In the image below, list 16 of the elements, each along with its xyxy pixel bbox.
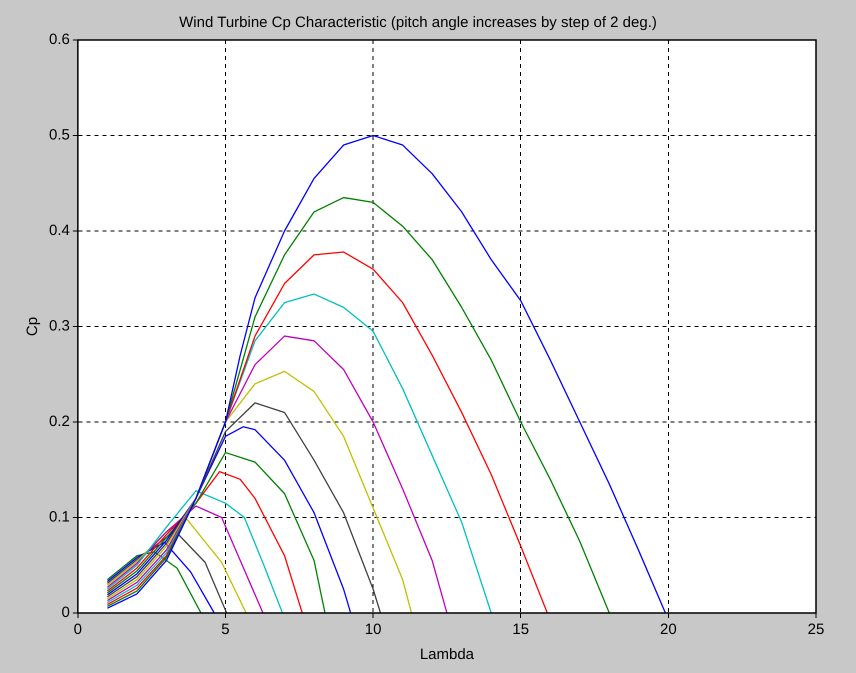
x-tick-label: 10 [364,621,382,638]
y-axis-title: Cp [24,316,42,336]
x-tick-label: 15 [512,621,530,638]
y-tick-label: 0 [62,604,70,622]
y-tick-label: 0.5 [48,126,70,144]
x-tick-label: 0 [74,621,82,638]
chart-title: Wind Turbine Cp Characteristic (pitch angle increases by step of 2 deg.) [179,14,657,32]
x-axis-title: Lambda [420,646,475,664]
y-tick-label: 0.1 [48,508,70,526]
x-tick-label: 20 [660,621,677,638]
y-tick-label: 0.6 [48,31,70,48]
x-tick-label: 5 [221,621,230,638]
y-tick-label: 0.2 [48,413,70,430]
y-tick-label: 0.4 [48,222,70,240]
y-tick-label: 0.3 [48,318,70,335]
x-tick-label: 25 [808,621,824,638]
